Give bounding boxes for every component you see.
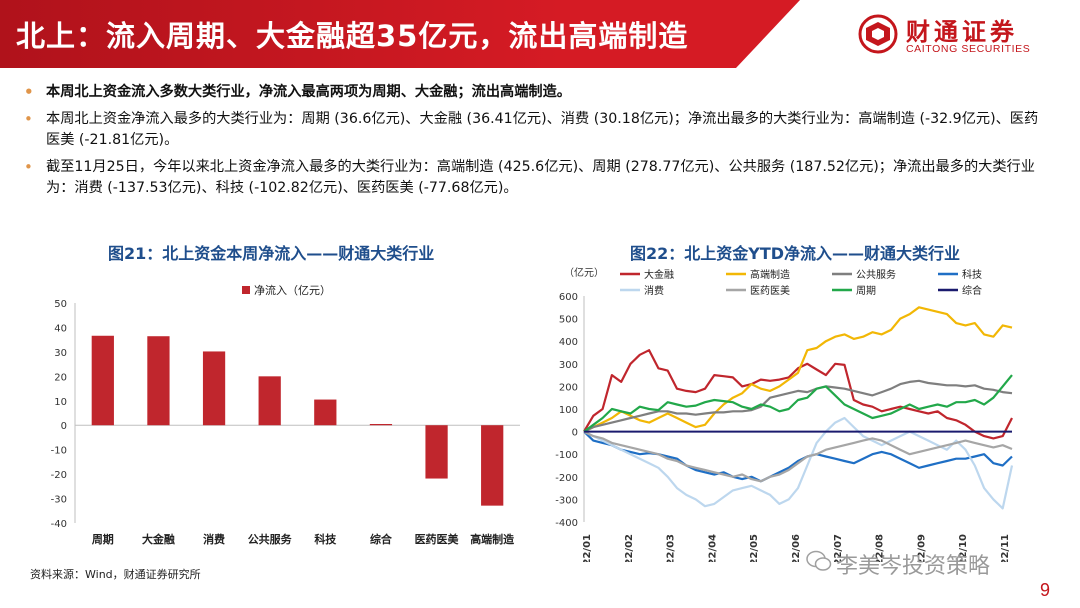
wechat-icon (806, 550, 832, 571)
y-tick-label: -30 (51, 495, 67, 506)
x-tick-label: 2022/02 (624, 534, 635, 562)
x-tick-label: 高端制造 (470, 532, 515, 546)
x-tick-label: 2022/06 (791, 534, 802, 562)
bullet-weekly: 本周北上资金净流入最多的大类行业为：周期 (36.6亿元)、大金融 (36.41… (22, 109, 1052, 151)
chart22-title: 图22：北上资金YTD净流入——财通大类行业 (630, 244, 961, 263)
bar (91, 335, 114, 426)
x-tick-label: 2022/08 (875, 534, 886, 562)
x-tick-label: 2022/03 (666, 534, 677, 562)
legend-label: 净流入（亿元） (254, 283, 331, 297)
y-tick-label: -40 (51, 519, 67, 530)
bar (147, 336, 170, 426)
y-tick-label: 300 (559, 360, 578, 371)
y-tick-label: 200 (559, 382, 578, 393)
chart21-title: 图21：北上资金本周净流入——财通大类行业 (108, 244, 435, 263)
logo-text-en: CAITONG SECURITIES (906, 43, 1031, 55)
x-tick-label: 2022/01 (582, 534, 593, 562)
x-tick-label: 2022/04 (707, 534, 718, 562)
bar (481, 425, 504, 506)
y-tick-label: 400 (559, 337, 578, 348)
x-tick-label: 医药医美 (415, 532, 460, 546)
series-line (583, 306, 1013, 433)
x-tick-label: 2022/05 (749, 534, 760, 562)
bullet-ytd: 截至11月25日，今年以来北上资金净流入最多的大类行业为：高端制造 (425.6… (22, 157, 1052, 199)
legend-label: 大金融 (644, 268, 674, 281)
y-tick-label: -10 (51, 446, 67, 457)
bullet-list: 本周北上资金流入多数大类行业，净流入最高两项为周期、大金融；流出高端制造。 本周… (22, 82, 1052, 205)
legend-label: 综合 (962, 284, 982, 297)
y-tick-label: 500 (559, 315, 578, 326)
series-line (583, 430, 1013, 483)
source-note: 资料来源：Wind，财通证券研究所 (30, 568, 201, 581)
bullet-summary: 本周北上资金流入多数大类行业，净流入最高两项为周期、大金融；流出高端制造。 (22, 82, 1052, 103)
header-bar: 北上：流入周期、大金融超35亿元，流出高端制造 财通证券 CAITONG SEC… (0, 0, 1080, 68)
legend-label: 高端制造 (750, 268, 790, 281)
watermark-text: 李美岑投资策略 (836, 554, 991, 579)
bar (369, 424, 393, 426)
x-tick-label: 大金融 (142, 532, 175, 546)
company-logo: 财通证券 CAITONG SECURITIES (858, 12, 1058, 58)
y-tick-label: 50 (54, 299, 67, 310)
series-line (583, 349, 1013, 440)
y-tick-label: -20 (51, 470, 67, 481)
y-tick-label: 40 (54, 323, 67, 334)
legend-swatch (242, 286, 250, 294)
x-tick-label: 科技 (314, 532, 337, 546)
bar (202, 351, 226, 426)
y-tick-label: 600 (559, 292, 578, 303)
series-line (583, 430, 1013, 483)
legend-label: 周期 (856, 285, 876, 297)
y-tick-label: 20 (54, 372, 67, 383)
y-tick-label: -300 (555, 495, 578, 506)
series-line (583, 374, 1013, 433)
legend-label: 科技 (962, 268, 982, 281)
x-tick-label: 周期 (92, 532, 114, 546)
x-tick-label: 公共服务 (248, 532, 293, 546)
legend-label: 公共服务 (856, 268, 896, 281)
y-tick-label: 10 (54, 397, 67, 408)
x-tick-label: 2022/11 (1000, 534, 1011, 562)
x-tick-label: 2022/07 (833, 534, 844, 562)
y-tick-label: 0 (61, 421, 67, 432)
y-tick-label: 0 (572, 428, 578, 439)
x-tick-label: 消费 (203, 532, 225, 546)
header-red-band (0, 0, 800, 68)
logo-text-cn: 财通证券 (906, 18, 1018, 46)
page-number: 9 (1040, 580, 1051, 600)
y-tick-label: -100 (555, 450, 578, 461)
y-tick-label: 100 (559, 405, 578, 416)
logo-mark-icon (858, 14, 898, 54)
x-tick-label: 综合 (370, 532, 393, 546)
x-tick-label: 2022/10 (958, 534, 969, 562)
y-tick-label: 30 (54, 348, 67, 359)
y-axis-unit: （亿元） (564, 266, 604, 279)
bar (425, 425, 448, 479)
legend-label: 消费 (644, 284, 664, 297)
y-tick-label: -200 (555, 473, 578, 484)
legend-label: 医药医美 (750, 284, 790, 297)
bar (314, 399, 337, 426)
y-tick-label: -400 (555, 518, 578, 529)
x-tick-label: 2022/09 (916, 534, 927, 562)
bar (258, 376, 281, 426)
bar-chart: 净流入（亿元） 50 40 30 20 10 0 -10 -20 -30 -40 周期 大金融 消费 公共服… (51, 283, 520, 546)
page-title: 北上：流入周期、大金融超35亿元，流出高端制造 (16, 19, 689, 53)
series-line (583, 379, 1013, 433)
